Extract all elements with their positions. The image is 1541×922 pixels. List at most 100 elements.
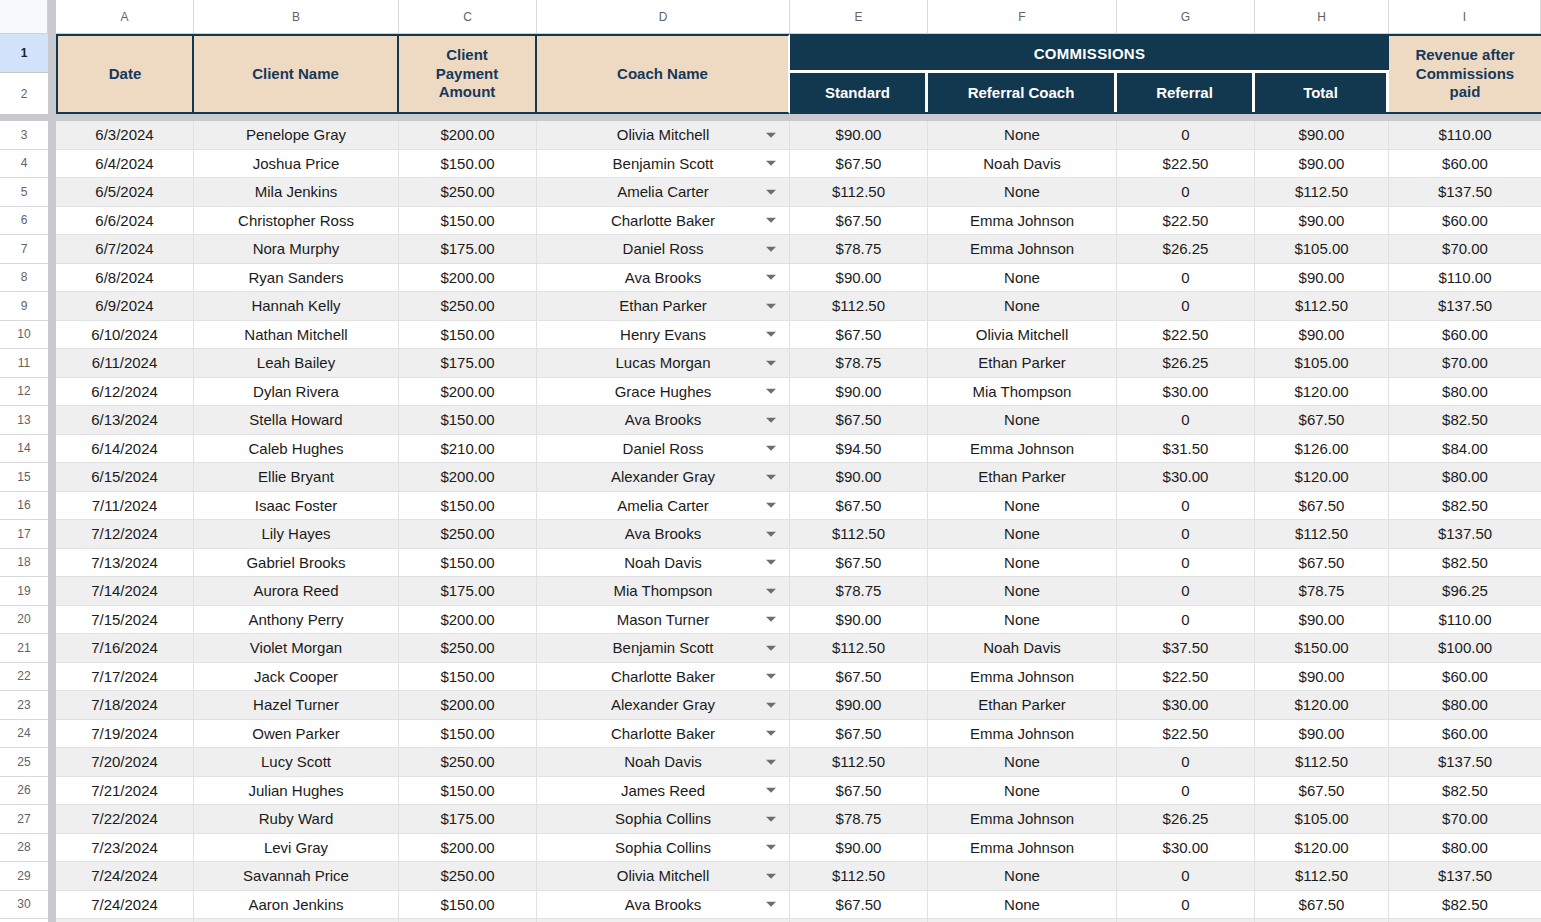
column-header-a[interactable]: A	[56, 0, 194, 33]
row-number[interactable]: 27	[0, 805, 48, 834]
cell-client-name[interactable]: Savannah Price	[194, 862, 399, 891]
cell-referral-coach[interactable]: None	[928, 492, 1117, 521]
cell-revenue-after[interactable]: $137.50	[1389, 748, 1541, 777]
cell-coach-dropdown[interactable]: Ethan Parker	[537, 292, 790, 321]
cell-payment-amount[interactable]: $250.00	[399, 862, 537, 891]
cell-date[interactable]: 6/10/2024	[56, 321, 194, 350]
cell-client-name[interactable]: Caleb Hughes	[194, 435, 399, 464]
column-header-d[interactable]: D	[537, 0, 790, 33]
cell-referral-coach[interactable]: Emma Johnson	[928, 207, 1117, 236]
cell-standard-commission[interactable]: $78.75	[790, 349, 928, 378]
cell-standard-commission[interactable]: $90.00	[790, 691, 928, 720]
dropdown-arrow-icon[interactable]	[766, 760, 776, 765]
cell-payment-amount[interactable]: $150.00	[399, 406, 537, 435]
row-number[interactable]: 20	[0, 606, 48, 635]
cell-payment-amount[interactable]: $175.00	[399, 805, 537, 834]
cell-date[interactable]: 7/13/2024	[56, 549, 194, 578]
header-client-name[interactable]: Client Name	[194, 34, 399, 114]
cell-coach-dropdown[interactable]: Amelia Carter	[537, 178, 790, 207]
cell-total-commission[interactable]: $150.00	[1255, 634, 1389, 663]
cell-payment-amount[interactable]: $150.00	[399, 492, 537, 521]
cell-referral-commission[interactable]: $22.50	[1117, 207, 1255, 236]
cell-payment-amount[interactable]: $150.00	[399, 891, 537, 920]
cell-payment-amount[interactable]: $200.00	[399, 463, 537, 492]
dropdown-arrow-icon[interactable]	[766, 361, 776, 366]
dropdown-arrow-icon[interactable]	[766, 589, 776, 594]
cell-coach-dropdown[interactable]: Amelia Carter	[537, 492, 790, 521]
cell-revenue-after[interactable]: $100.00	[1389, 634, 1541, 663]
cell-revenue-after[interactable]: $82.50	[1389, 406, 1541, 435]
row-number[interactable]: 11	[0, 349, 48, 378]
cell-standard-commission[interactable]: $112.50	[790, 862, 928, 891]
row-number[interactable]: 24	[0, 720, 48, 749]
cell-referral-coach[interactable]: None	[928, 121, 1117, 150]
cell-coach-dropdown[interactable]: Charlotte Baker	[537, 207, 790, 236]
cell-revenue-after[interactable]: $60.00	[1389, 720, 1541, 749]
cell-date[interactable]: 6/7/2024	[56, 235, 194, 264]
cell-revenue-after[interactable]: $80.00	[1389, 463, 1541, 492]
cell-payment-amount[interactable]: $200.00	[399, 834, 537, 863]
dropdown-arrow-icon[interactable]	[766, 332, 776, 337]
row-number[interactable]: 16	[0, 492, 48, 521]
dropdown-arrow-icon[interactable]	[766, 788, 776, 793]
cell-payment-amount[interactable]: $250.00	[399, 292, 537, 321]
cell-coach-dropdown[interactable]: Grace Hughes	[537, 378, 790, 407]
cell-total-commission[interactable]: $112.50	[1255, 178, 1389, 207]
cell-referral-coach[interactable]: None	[928, 891, 1117, 920]
cell-referral-coach[interactable]: None	[928, 549, 1117, 578]
header-date[interactable]: Date	[56, 34, 194, 114]
header-commissions[interactable]: COMMISSIONS	[790, 36, 1389, 73]
cell-coach-dropdown[interactable]: Daniel Ross	[537, 235, 790, 264]
cell-client-name[interactable]: Owen Parker	[194, 720, 399, 749]
cell-client-name[interactable]: Levi Gray	[194, 834, 399, 863]
row-number[interactable]: 23	[0, 691, 48, 720]
cell-total-commission[interactable]: $105.00	[1255, 349, 1389, 378]
cell-total-commission[interactable]: $112.50	[1255, 292, 1389, 321]
cell-date[interactable]: 6/8/2024	[56, 264, 194, 293]
dropdown-arrow-icon[interactable]	[766, 646, 776, 651]
cell-revenue-after[interactable]: $80.00	[1389, 834, 1541, 863]
cell-date[interactable]: 7/20/2024	[56, 748, 194, 777]
cell-standard-commission[interactable]: $90.00	[790, 264, 928, 293]
cell-date[interactable]: 6/4/2024	[56, 150, 194, 179]
cell-revenue-after[interactable]: $137.50	[1389, 862, 1541, 891]
cell-coach-dropdown[interactable]: Sophia Collins	[537, 805, 790, 834]
row-number[interactable]: 18	[0, 549, 48, 578]
cell-payment-amount[interactable]: $150.00	[399, 549, 537, 578]
row-number[interactable]: 19	[0, 577, 48, 606]
dropdown-arrow-icon[interactable]	[766, 731, 776, 736]
cell-revenue-after[interactable]: $80.00	[1389, 691, 1541, 720]
cell-revenue-after[interactable]: $82.50	[1389, 492, 1541, 521]
cell-referral-coach[interactable]: None	[928, 777, 1117, 806]
cell-payment-amount[interactable]: $250.00	[399, 520, 537, 549]
cell-client-name[interactable]: Leah Bailey	[194, 349, 399, 378]
cell-coach-dropdown[interactable]: Charlotte Baker	[537, 663, 790, 692]
cell-referral-commission[interactable]: 0	[1117, 520, 1255, 549]
row-number[interactable]: 15	[0, 463, 48, 492]
row-number[interactable]: 12	[0, 378, 48, 407]
cell-standard-commission[interactable]: $67.50	[790, 663, 928, 692]
cell-referral-commission[interactable]: 0	[1117, 777, 1255, 806]
cell-standard-commission[interactable]: $112.50	[790, 292, 928, 321]
row-number[interactable]: 26	[0, 777, 48, 806]
dropdown-arrow-icon[interactable]	[766, 190, 776, 195]
cell-standard-commission[interactable]: $112.50	[790, 634, 928, 663]
cell-date[interactable]: 7/23/2024	[56, 834, 194, 863]
cell-client-name[interactable]: Ruby Ward	[194, 805, 399, 834]
cell-revenue-after[interactable]: $60.00	[1389, 207, 1541, 236]
column-header-e[interactable]: E	[790, 0, 928, 33]
cell-payment-amount[interactable]: $150.00	[399, 777, 537, 806]
row-number[interactable]: 29	[0, 862, 48, 891]
cell-referral-commission[interactable]: 0	[1117, 549, 1255, 578]
cell-revenue-after[interactable]: $84.00	[1389, 435, 1541, 464]
cell-client-name[interactable]: Hannah Kelly	[194, 292, 399, 321]
cell-payment-amount[interactable]: $175.00	[399, 349, 537, 378]
dropdown-arrow-icon[interactable]	[766, 617, 776, 622]
cell-referral-coach[interactable]: Emma Johnson	[928, 663, 1117, 692]
cell-client-name[interactable]: Isaac Foster	[194, 492, 399, 521]
cell-revenue-after[interactable]: $82.50	[1389, 549, 1541, 578]
cell-payment-amount[interactable]: $175.00	[399, 577, 537, 606]
cell-revenue-after[interactable]: $96.25	[1389, 577, 1541, 606]
cell-referral-commission[interactable]: 0	[1117, 577, 1255, 606]
cell-revenue-after[interactable]: $60.00	[1389, 321, 1541, 350]
